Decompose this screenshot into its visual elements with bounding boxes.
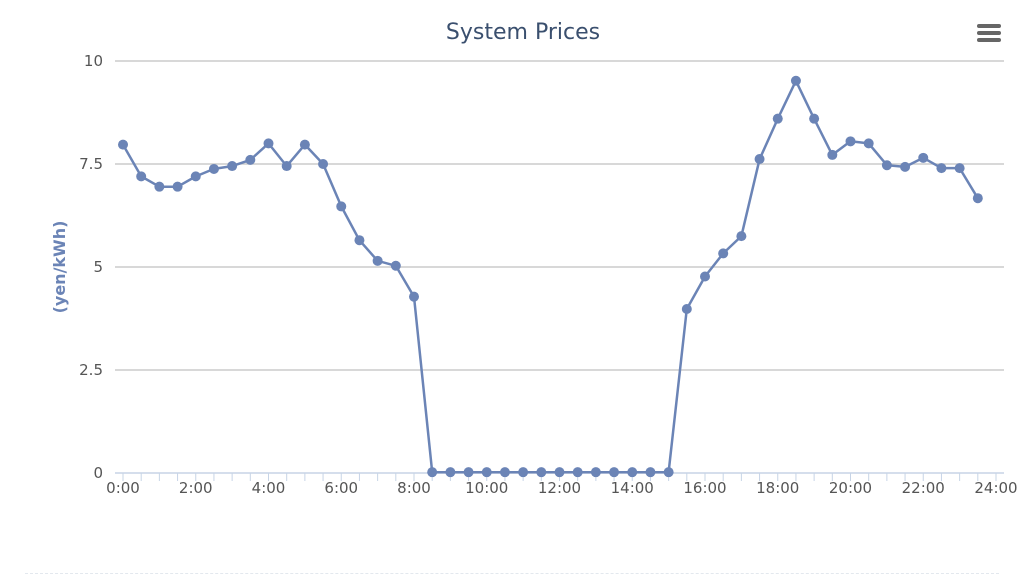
data-point[interactable]: [590, 467, 601, 478]
menu-bar: [977, 31, 1001, 35]
data-point[interactable]: [427, 467, 438, 478]
y-tick-label: 0: [93, 464, 103, 482]
data-point[interactable]: [372, 255, 383, 266]
x-tick-label: 6:00: [324, 479, 358, 497]
data-point[interactable]: [772, 113, 783, 124]
data-point[interactable]: [190, 171, 201, 182]
x-tick-label: 10:00: [465, 479, 508, 497]
x-tick-label: 20:00: [829, 479, 872, 497]
data-point[interactable]: [136, 171, 147, 182]
data-point[interactable]: [554, 467, 565, 478]
data-point[interactable]: [390, 260, 401, 271]
x-axis: 0:00 2:00 4:00 6:00 8:00 10:00 12:00 14:00 16:00…: [106, 472, 1018, 497]
data-point[interactable]: [754, 154, 765, 165]
price-series: [118, 75, 983, 478]
x-tick-label: 12:00: [538, 479, 581, 497]
data-point[interactable]: [481, 467, 492, 478]
y-tick-label: 7.5: [79, 155, 103, 173]
data-point[interactable]: [900, 161, 911, 172]
data-point[interactable]: [863, 138, 874, 149]
data-point[interactable]: [663, 467, 674, 478]
data-point[interactable]: [318, 159, 329, 169]
data-point[interactable]: [845, 136, 856, 147]
bottom-divider: [25, 573, 999, 574]
x-tick-label: 4:00: [252, 479, 286, 497]
data-point[interactable]: [972, 193, 983, 204]
x-tick-label: 0:00: [106, 479, 140, 497]
x-tick-label: 2:00: [179, 479, 213, 497]
y-tick-label: 10: [84, 52, 103, 70]
x-tick-label: 22:00: [902, 479, 945, 497]
data-point[interactable]: [809, 113, 820, 124]
data-point[interactable]: [172, 181, 183, 192]
data-point[interactable]: [954, 163, 965, 174]
data-point[interactable]: [354, 235, 365, 246]
data-point[interactable]: [154, 181, 165, 192]
data-point[interactable]: [918, 152, 929, 163]
data-point[interactable]: [227, 161, 238, 172]
menu-bar: [977, 24, 1001, 28]
x-tick-label: 18:00: [756, 479, 799, 497]
hamburger-menu-icon[interactable]: [972, 20, 1006, 50]
data-point[interactable]: [299, 139, 310, 150]
data-point[interactable]: [336, 201, 347, 212]
y-tick-label: 5: [93, 258, 103, 276]
x-tick-label: 8:00: [397, 479, 431, 497]
data-point[interactable]: [409, 291, 419, 302]
data-point[interactable]: [208, 163, 219, 174]
data-point[interactable]: [627, 467, 638, 478]
y-tick-label: 2.5: [79, 361, 103, 379]
data-point[interactable]: [518, 467, 529, 478]
data-point[interactable]: [609, 467, 620, 478]
data-point[interactable]: [790, 75, 801, 86]
menu-bar: [977, 38, 1001, 42]
data-point[interactable]: [718, 248, 729, 259]
data-point[interactable]: [281, 161, 292, 172]
chart-title: System Prices: [446, 20, 600, 45]
y-axis-ticks: 0 2.5 5 7.5 10: [79, 52, 103, 482]
data-point[interactable]: [827, 149, 838, 160]
data-point[interactable]: [245, 154, 256, 165]
data-point[interactable]: [118, 139, 128, 150]
data-point[interactable]: [572, 467, 583, 478]
data-point[interactable]: [736, 231, 747, 242]
data-point[interactable]: [645, 467, 656, 478]
data-point[interactable]: [700, 271, 710, 282]
data-point[interactable]: [881, 160, 892, 171]
y-axis-label: (yen/kWh): [50, 221, 69, 314]
x-tick-label: 16:00: [683, 479, 726, 497]
data-point[interactable]: [463, 467, 474, 478]
data-point[interactable]: [536, 467, 547, 478]
gridlines: [115, 60, 1004, 371]
data-point[interactable]: [681, 304, 692, 315]
data-point[interactable]: [936, 163, 947, 174]
x-tick-label: 24:00: [974, 479, 1017, 497]
data-point[interactable]: [445, 467, 456, 478]
data-point[interactable]: [499, 467, 510, 478]
x-tick-label: 14:00: [611, 479, 654, 497]
data-point[interactable]: [263, 138, 274, 149]
